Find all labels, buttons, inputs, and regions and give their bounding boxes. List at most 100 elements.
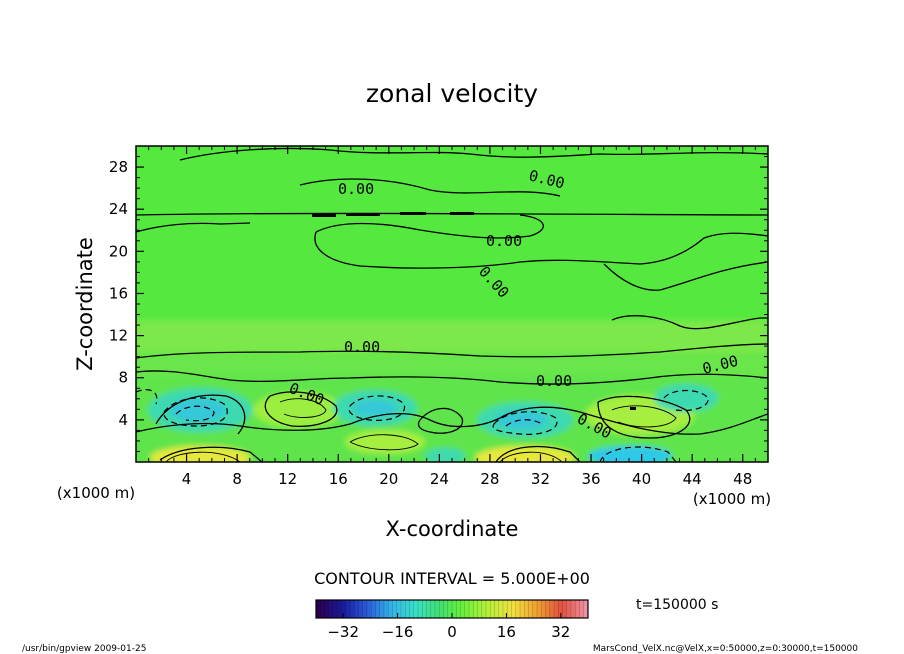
x-tick-label: 12 bbox=[278, 470, 297, 488]
chart-title: zonal velocity bbox=[366, 79, 538, 108]
colorbar-segment bbox=[545, 600, 551, 618]
shade-cell bbox=[150, 446, 250, 462]
colorbar-segment bbox=[384, 600, 389, 618]
zero-contour bbox=[264, 391, 338, 427]
colorbar-segment bbox=[520, 600, 525, 618]
colorbar-segment bbox=[328, 600, 334, 618]
colorbar-segment bbox=[498, 600, 504, 618]
colorbar-segment bbox=[507, 600, 512, 618]
colorbar-segment bbox=[422, 600, 427, 618]
colorbar-segment bbox=[367, 600, 372, 618]
colorbar-segment bbox=[537, 600, 542, 618]
colorbar-segment bbox=[566, 600, 572, 618]
y-tick-label: 28 bbox=[109, 158, 128, 176]
colorbar-segment bbox=[503, 600, 508, 618]
colorbar-segment bbox=[532, 600, 538, 618]
y-axis: 4 8 12 16 20 24 28 bbox=[109, 156, 768, 452]
x-tick-label: 48 bbox=[733, 470, 752, 488]
colorbar-segment bbox=[558, 600, 563, 618]
colorbar-segment bbox=[324, 600, 330, 618]
colorbar-segment bbox=[452, 600, 457, 618]
contour-fragment bbox=[346, 213, 380, 216]
colorbar-segment bbox=[511, 600, 517, 618]
colorbar-tick-label: 32 bbox=[551, 623, 570, 641]
colorbar-segment bbox=[341, 600, 347, 618]
colorbar-segment bbox=[418, 600, 423, 618]
colorbar-tick-label: −32 bbox=[327, 623, 359, 641]
negative-contour bbox=[599, 446, 677, 462]
contour-fragment bbox=[450, 212, 474, 215]
colorbar-segment bbox=[541, 600, 546, 618]
colorbar-segment bbox=[473, 600, 478, 618]
colorbar-segment bbox=[490, 600, 495, 618]
x-axis-label: X-coordinate bbox=[386, 517, 519, 541]
colorbar-segment bbox=[409, 600, 415, 618]
colorbar-segment bbox=[562, 600, 568, 618]
colorbar-segment bbox=[486, 600, 491, 618]
y-tick-label: 16 bbox=[109, 284, 128, 302]
y-tick-label: 12 bbox=[109, 327, 128, 345]
colorbar-tick-label: −16 bbox=[382, 623, 414, 641]
y-tick-label: 8 bbox=[118, 369, 128, 387]
colorbar-segment bbox=[358, 600, 364, 618]
colorbar-segment bbox=[379, 600, 385, 618]
colorbar-segment bbox=[515, 600, 521, 618]
contour-label: 0.00 bbox=[486, 232, 522, 250]
colorbar-segment bbox=[447, 600, 453, 618]
zero-contour bbox=[417, 407, 464, 434]
x-tick-label: 4 bbox=[182, 470, 192, 488]
x-tick-label: 20 bbox=[379, 470, 398, 488]
zero-contour bbox=[611, 315, 768, 330]
zero-contour bbox=[179, 147, 768, 161]
colorbar-segment bbox=[405, 600, 410, 618]
zero-contour bbox=[603, 261, 768, 291]
colorbar-segment bbox=[528, 600, 534, 618]
contour-interval-label: CONTOUR INTERVAL = 5.000E+00 bbox=[314, 569, 590, 588]
shade-cell bbox=[588, 446, 672, 462]
positive-contour bbox=[611, 405, 677, 428]
plot-area: 0.00 0.00 0.00 0.00 0.00 0.00 0.00 0.00 … bbox=[135, 145, 769, 463]
x-axis: 4 8 12 16 20 24 28 32 36 40 44 48 bbox=[148, 146, 756, 488]
colorbar-segment bbox=[575, 600, 580, 618]
colorbar-segment bbox=[345, 600, 351, 618]
x-tick-label: 24 bbox=[430, 470, 449, 488]
contour-fragment bbox=[400, 212, 426, 215]
time-label: t=150000 s bbox=[636, 597, 718, 613]
colorbar-segment bbox=[401, 600, 406, 618]
colorbar-segment bbox=[579, 600, 585, 618]
x-tick-label: 36 bbox=[581, 470, 600, 488]
contour-label: 0.00 bbox=[536, 372, 572, 390]
negative-contour bbox=[136, 389, 158, 405]
y-tick-label: 24 bbox=[109, 200, 128, 218]
colorbar-segment bbox=[388, 600, 393, 618]
colorbar-segment bbox=[350, 600, 355, 618]
colorbar-segment bbox=[477, 600, 483, 618]
colorbar-tick-label: 0 bbox=[447, 623, 457, 641]
colorbar-segment bbox=[571, 600, 576, 618]
zero-contour bbox=[136, 370, 768, 385]
colorbar-segment bbox=[456, 600, 461, 618]
colorbar-segment bbox=[362, 600, 368, 618]
zero-contour bbox=[155, 394, 246, 435]
negative-contour bbox=[175, 405, 215, 422]
contour-label: 0.00 bbox=[338, 180, 374, 198]
contour-lines bbox=[136, 147, 768, 462]
colorbar-segment bbox=[320, 600, 325, 618]
colorbar-segment bbox=[413, 600, 419, 618]
shade-cell bbox=[654, 384, 718, 412]
colorbar-segment bbox=[494, 600, 500, 618]
zero-contour bbox=[159, 446, 263, 462]
x-tick-label: 8 bbox=[232, 470, 242, 488]
x-tick-label: 28 bbox=[480, 470, 499, 488]
colorbar-segment bbox=[430, 600, 436, 618]
colorbar-segment bbox=[464, 600, 470, 618]
colorbar-segment bbox=[316, 600, 321, 618]
colorbar-segment bbox=[392, 600, 398, 618]
zero-contour bbox=[136, 343, 768, 359]
y-tick-label: 4 bbox=[118, 411, 128, 429]
y-axis-label: Z-coordinate bbox=[73, 237, 97, 371]
zero-contour bbox=[314, 214, 768, 269]
colorbar-tick-label: 16 bbox=[497, 623, 516, 641]
colorbar-ticks: −32 −16 0 16 32 bbox=[327, 613, 570, 641]
